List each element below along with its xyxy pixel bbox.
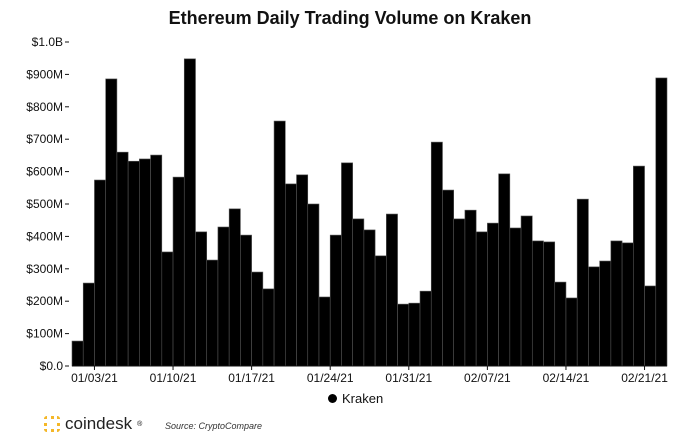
bar xyxy=(217,226,230,367)
bar xyxy=(139,158,151,367)
bar xyxy=(116,151,129,367)
bar xyxy=(487,222,499,367)
bar xyxy=(341,162,353,367)
bar xyxy=(430,141,443,367)
x-tick-label: 02/14/21 xyxy=(543,371,590,385)
legend-label-kraken: Kraken xyxy=(342,391,384,406)
y-tick-label: $200M xyxy=(26,294,63,308)
bar xyxy=(621,242,634,367)
y-tick-label: $500M xyxy=(26,197,63,211)
x-tick-label: 01/17/21 xyxy=(228,371,275,385)
legend: Kraken xyxy=(328,391,383,406)
bar xyxy=(318,296,331,367)
bar xyxy=(599,260,612,367)
bar xyxy=(644,285,657,367)
y-tick-label: $600M xyxy=(26,165,63,179)
bar xyxy=(588,266,600,367)
bar xyxy=(161,251,174,367)
bar xyxy=(82,282,95,367)
bar xyxy=(655,77,668,367)
bar xyxy=(251,271,264,367)
x-tick-label: 02/07/21 xyxy=(464,371,511,385)
bar xyxy=(442,189,454,367)
bar xyxy=(419,290,432,367)
y-tick-label: $0.0 xyxy=(40,359,64,373)
bar xyxy=(273,120,286,367)
bar xyxy=(386,213,398,367)
y-tick-label: $400M xyxy=(26,229,63,243)
bar xyxy=(363,229,376,367)
bar xyxy=(150,154,163,367)
bar xyxy=(240,234,252,367)
y-tick-label: $300M xyxy=(26,262,63,276)
y-tick-label: $800M xyxy=(26,100,63,114)
x-tick-label: 01/31/21 xyxy=(385,371,432,385)
bar xyxy=(509,227,522,367)
bar xyxy=(172,176,185,367)
x-tick-label: 01/03/21 xyxy=(71,371,118,385)
bar xyxy=(374,255,387,367)
bar xyxy=(397,303,410,367)
bar xyxy=(565,297,578,367)
bar xyxy=(105,78,118,367)
bar xyxy=(453,218,466,367)
x-tick-label: 01/24/21 xyxy=(307,371,354,385)
bar xyxy=(464,209,477,367)
bar xyxy=(408,302,421,367)
bar xyxy=(71,340,84,367)
y-tick-label: $100M xyxy=(26,327,63,341)
brand-name: coindesk xyxy=(65,414,133,433)
bar xyxy=(183,58,196,367)
legend-marker-kraken xyxy=(328,394,337,403)
bar xyxy=(498,173,511,367)
bar xyxy=(531,240,544,367)
bar xyxy=(262,288,275,367)
source-note: Source: CryptoCompare xyxy=(165,421,263,431)
bar xyxy=(296,174,309,367)
bar xyxy=(610,240,623,367)
registered-mark: ® xyxy=(137,420,143,428)
bar xyxy=(285,183,297,367)
x-tick-label: 02/21/21 xyxy=(621,371,668,385)
bar xyxy=(576,198,589,367)
bar xyxy=(127,160,140,367)
chart-title: Ethereum Daily Trading Volume on Kraken xyxy=(168,8,532,28)
bar xyxy=(228,208,241,367)
bar xyxy=(633,165,645,367)
bar xyxy=(520,215,533,367)
coindesk-logo: coindesk ® xyxy=(44,414,142,434)
bar xyxy=(543,241,556,367)
x-tick-label: 01/10/21 xyxy=(150,371,197,385)
bar xyxy=(329,234,342,367)
bar xyxy=(352,218,365,367)
bar xyxy=(475,231,488,367)
bar xyxy=(94,179,106,367)
y-tick-label: $1.0B xyxy=(32,35,63,49)
bar xyxy=(554,281,567,367)
y-tick-label: $900M xyxy=(26,67,63,81)
bar xyxy=(206,259,219,367)
bar xyxy=(195,231,208,367)
coindesk-logo-icon xyxy=(44,416,60,432)
bar xyxy=(307,203,320,367)
y-tick-label: $700M xyxy=(26,132,63,146)
